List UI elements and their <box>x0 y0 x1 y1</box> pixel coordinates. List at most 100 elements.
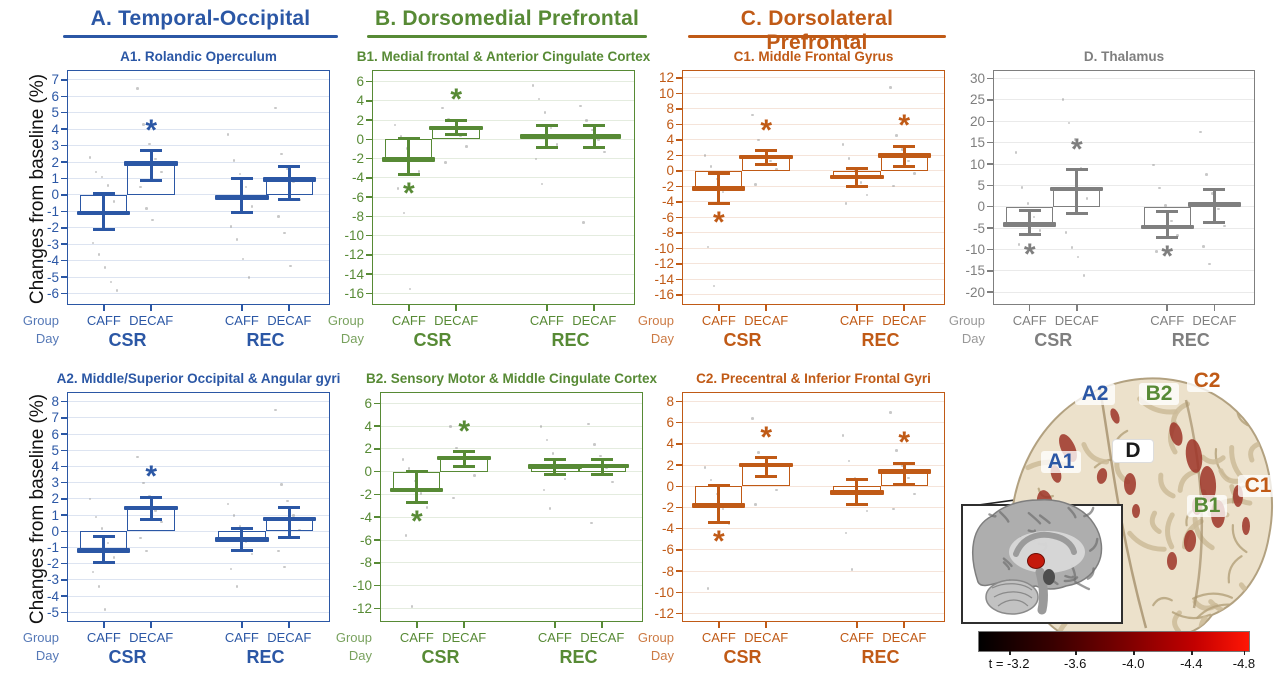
data-point <box>465 145 468 148</box>
x-tick-mark <box>288 305 290 311</box>
data-point <box>449 425 452 428</box>
data-point <box>106 184 110 187</box>
error-bar-cap <box>445 133 468 137</box>
y-tick-label: 12 <box>658 70 674 86</box>
gridline <box>67 595 330 597</box>
y-tick-label: -14 <box>344 266 364 282</box>
group-row-label: Group <box>335 630 372 645</box>
gridline <box>993 206 1255 208</box>
condition-label: CAFF <box>537 630 572 645</box>
y-tick-mark <box>676 154 682 157</box>
y-tick-mark <box>61 562 67 565</box>
mean-line <box>124 161 178 166</box>
y-tick-mark <box>61 95 67 98</box>
gridline <box>993 78 1255 80</box>
brain-label-a1: A1 <box>1041 451 1081 473</box>
gridline <box>682 185 945 187</box>
plot-area-C1: * * * <box>682 70 945 305</box>
data-point <box>100 527 104 530</box>
x-tick-mark <box>150 305 152 311</box>
error-bar <box>1075 169 1079 214</box>
data-point <box>407 467 411 470</box>
panel-title-A2: A2. Middle/Superior Occipital & Angular … <box>56 371 341 386</box>
day-label-csr: CSR <box>108 647 147 667</box>
hypoperfusion-cluster <box>1185 439 1203 473</box>
y-tick-label: 4 <box>51 459 59 474</box>
y-tick-label: 4 <box>364 418 372 434</box>
mean-line <box>382 157 436 162</box>
gridline <box>372 100 635 102</box>
day-row-label: Day <box>340 331 364 346</box>
y-tick-label: 4 <box>51 121 59 137</box>
y-tick-mark <box>366 196 372 198</box>
data-point <box>591 128 594 132</box>
gridline <box>67 417 330 419</box>
error-bar-cap <box>278 164 301 168</box>
gridline <box>682 201 945 203</box>
data-point <box>226 133 230 136</box>
y-tick-mark <box>366 254 372 256</box>
condition-label: CAFF <box>839 630 874 645</box>
data-point <box>545 438 549 442</box>
panel-B1: B1. Medial frontal & Anterior Cingulate … <box>328 49 650 350</box>
error-bar-cap <box>140 517 163 521</box>
y-tick-label: -10 <box>654 240 674 256</box>
error-bar-cap <box>755 475 778 479</box>
data-point <box>280 152 283 156</box>
data-point <box>473 474 476 477</box>
data-point <box>289 264 292 268</box>
gridline <box>372 292 635 294</box>
y-tick-label: 7 <box>51 72 59 88</box>
significance-star: * <box>712 206 725 240</box>
x-tick-mark <box>903 622 905 628</box>
y-tick-mark <box>61 546 67 549</box>
data-point <box>112 556 116 559</box>
hypoperfusion-cluster <box>1169 422 1183 446</box>
gridline <box>380 607 643 609</box>
y-tick-mark <box>61 79 67 81</box>
y-tick-mark <box>61 243 67 245</box>
day-label-csr: CSR <box>421 647 460 667</box>
x-tick-mark <box>765 305 767 311</box>
significance-star: * <box>760 420 772 454</box>
gridline <box>67 563 330 565</box>
panel-title-B1: B1. Medial frontal & Anterior Cingulate … <box>356 49 651 64</box>
data-point <box>611 480 614 484</box>
data-point <box>277 215 280 218</box>
y-tick-label: -4 <box>46 253 59 269</box>
data-point <box>913 172 916 175</box>
y-tick-label: -8 <box>661 563 674 579</box>
y-tick-mark <box>61 417 67 419</box>
data-point <box>404 534 408 537</box>
data-point <box>145 549 148 553</box>
data-point <box>112 200 116 203</box>
colorbar-tick <box>1075 651 1077 655</box>
gridline <box>682 92 945 94</box>
brain-label-b1: B1 <box>1187 495 1227 517</box>
y-tick-label: 8 <box>666 394 674 410</box>
data-point <box>563 477 567 481</box>
gridline <box>682 613 945 615</box>
mean-line <box>575 463 629 469</box>
mean-line <box>528 464 582 469</box>
y-tick-label: -4 <box>661 521 674 537</box>
gridline <box>67 210 330 212</box>
data-point <box>599 454 602 458</box>
day-label-rec: REC <box>246 330 285 350</box>
condition-label: DECAF <box>434 313 479 328</box>
gridline <box>67 449 330 451</box>
data-point <box>537 97 541 101</box>
error-bar-cap <box>92 535 115 539</box>
gridline <box>380 539 643 541</box>
data-point <box>531 84 535 87</box>
colorbar-label: t = -3.2 <box>988 656 1030 671</box>
mean-line <box>77 548 131 553</box>
y-tick-label: 0 <box>356 131 364 147</box>
data-point <box>706 587 710 590</box>
error-bar-cap <box>591 457 614 461</box>
y-tick-mark <box>676 247 682 250</box>
y-tick-label: 15 <box>969 135 985 151</box>
y-tick-label: -15 <box>965 263 985 279</box>
y-tick-label: 1 <box>51 170 59 186</box>
gridline <box>682 123 945 125</box>
